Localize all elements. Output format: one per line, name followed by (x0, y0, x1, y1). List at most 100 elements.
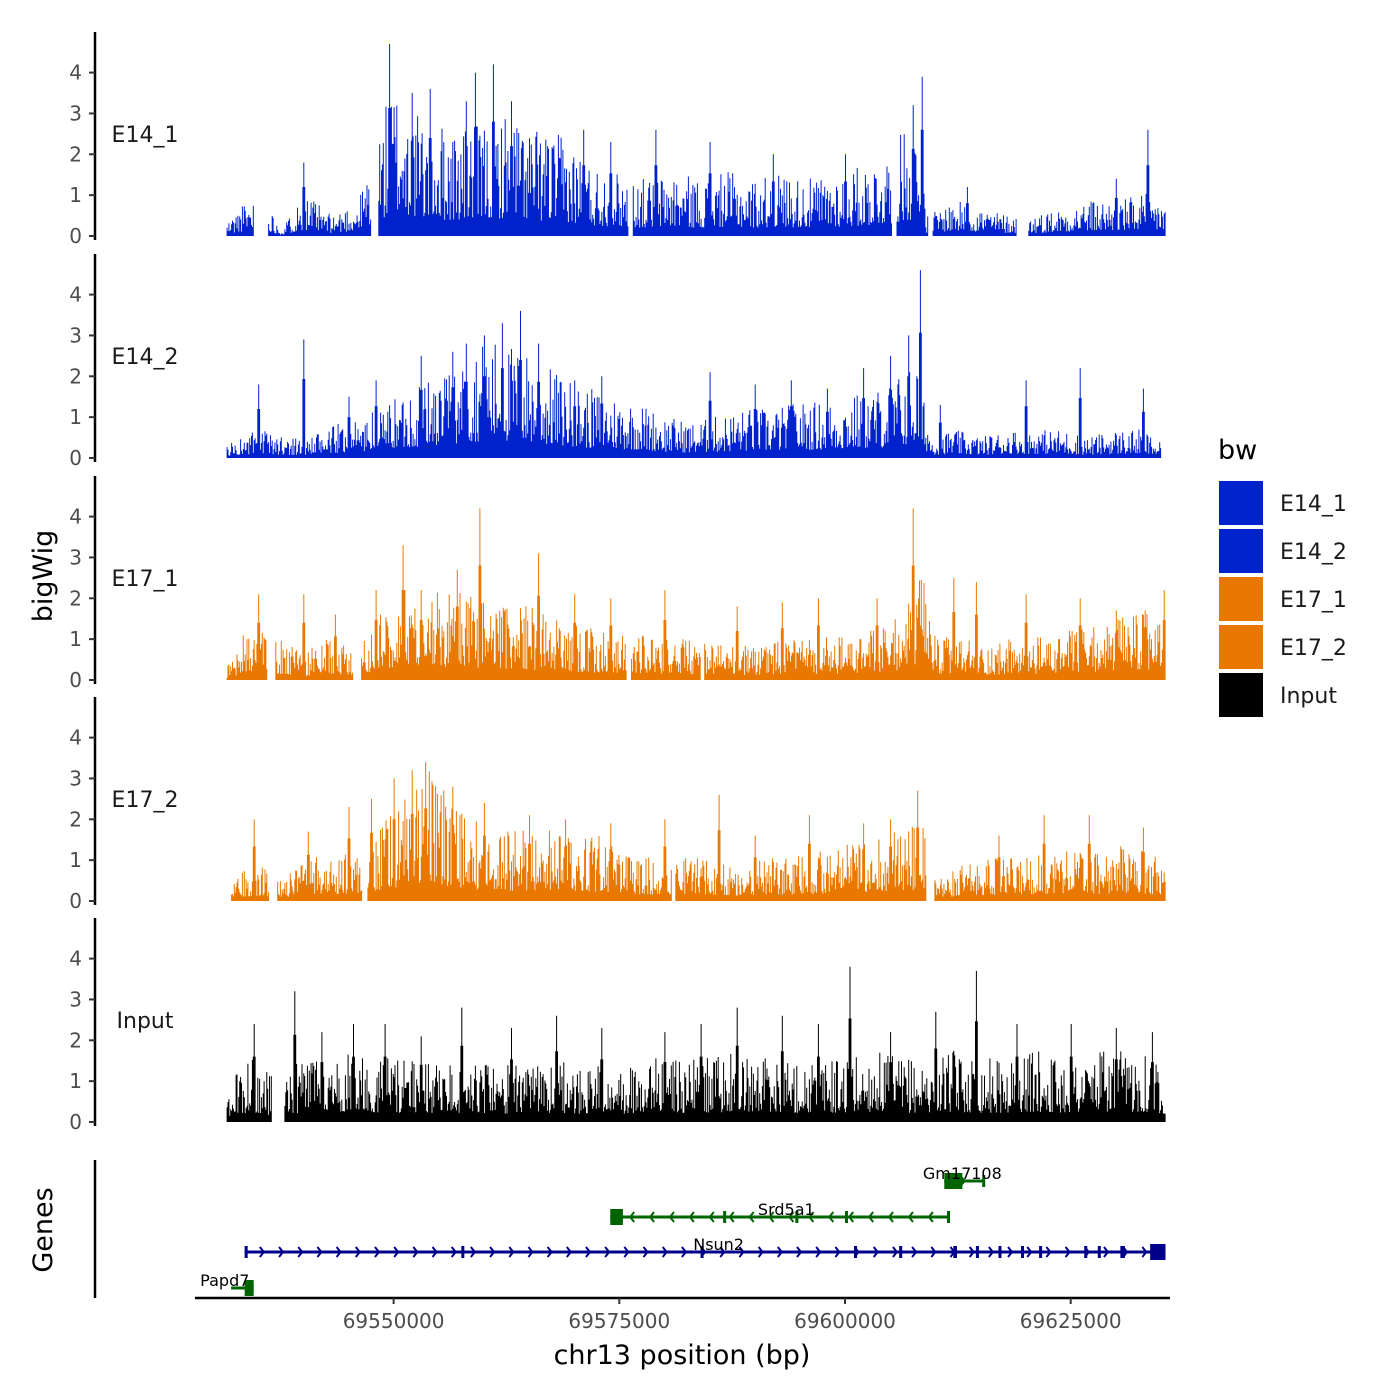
y-tick-label: 4 (69, 283, 82, 307)
strand-arrow (450, 1246, 457, 1258)
strand-arrow (668, 1211, 675, 1223)
strand-arrow (887, 1211, 894, 1223)
strand-arrow (489, 1246, 496, 1258)
strand-arrow (968, 1246, 975, 1258)
strand-arrow (604, 1246, 611, 1258)
signal-area-E17_2 (231, 762, 1166, 901)
strand-arrow (316, 1246, 323, 1258)
gene-exon (975, 1246, 979, 1258)
gene-exon (244, 1280, 254, 1296)
track-label-E14_1: E14_1 (112, 123, 179, 148)
gene-exon (998, 1246, 1002, 1258)
gene-exon (1084, 1246, 1088, 1258)
x-tick-label: 69600000 (794, 1309, 896, 1333)
strand-arrow (748, 1211, 755, 1223)
gene-exon (899, 1246, 903, 1258)
strand-arrow (834, 1246, 841, 1258)
y-tick-label: 1 (69, 848, 82, 872)
x-axis-title: chr13 position (bp) (554, 1340, 811, 1371)
y-tick-label: 2 (69, 142, 82, 166)
gene-exon (1120, 1246, 1125, 1258)
legend-swatch-E17_2 (1217, 623, 1265, 671)
signal-area-E14_2 (226, 270, 1162, 458)
strand-arrow (297, 1246, 304, 1258)
strand-arrow (768, 1211, 775, 1223)
y-tick-label: 1 (69, 627, 82, 651)
y-tick-label: 3 (69, 323, 82, 347)
y-tick-label: 3 (69, 987, 82, 1011)
x-axis: 69550000 69575000 69600000 69625000 (195, 1296, 1170, 1333)
legend-label-Input: Input (1280, 684, 1337, 709)
track-Input: 0 1 2 3 4 Input (69, 918, 1166, 1134)
y-tick-label: 1 (69, 1069, 82, 1093)
legend-title: bw (1218, 435, 1257, 466)
strand-arrow (828, 1211, 835, 1223)
x-tick-label: 69550000 (343, 1309, 445, 1333)
strand-arrow (847, 1211, 855, 1223)
x-tick-label: 69575000 (568, 1309, 670, 1333)
strand-arrow (738, 1246, 745, 1258)
gene-exon (953, 1246, 957, 1258)
strand-arrow (911, 1246, 918, 1258)
strand-arrow (708, 1211, 715, 1223)
strand-arrow (354, 1246, 362, 1258)
legend-swatch-E17_1 (1217, 575, 1265, 623)
legend-label-E17_2: E17_2 (1280, 636, 1347, 661)
strand-arrow (412, 1246, 419, 1258)
y-tick-label: 4 (69, 726, 82, 750)
track-label-E14_2: E14_2 (112, 345, 179, 370)
track-label-E17_2: E17_2 (112, 788, 179, 813)
gene-Papd7: Papd7 (200, 1271, 254, 1296)
strand-arrow (278, 1246, 285, 1258)
strand-arrow (470, 1246, 477, 1258)
y-tick-label: 4 (69, 947, 82, 971)
gene-label: Srd5a1 (758, 1200, 815, 1219)
track-label-Input: Input (117, 1009, 174, 1034)
gene-exon (1021, 1246, 1025, 1258)
y-tick-label: 0 (69, 224, 82, 248)
strand-arrow (335, 1246, 342, 1258)
y-tick-label: 2 (69, 1028, 82, 1052)
gene-label: Papd7 (200, 1271, 249, 1290)
y-tick-label: 3 (69, 545, 82, 569)
track-E14_2: 0 1 2 3 4 E14_2 (69, 254, 1162, 470)
strand-arrow (431, 1246, 438, 1258)
strand-arrow (1141, 1246, 1148, 1258)
gene-exon (854, 1246, 858, 1258)
strand-arrow (1007, 1246, 1014, 1258)
strand-arrow (907, 1211, 914, 1223)
strand-arrow (681, 1246, 688, 1258)
y-tick-label: 4 (69, 61, 82, 85)
x-tick-label: 69625000 (1020, 1309, 1122, 1333)
legend: bw E14_1 E14_2 E17_1 E17_2 Input (1217, 435, 1347, 719)
gene-exon (795, 1211, 799, 1223)
strand-arrow (585, 1246, 592, 1258)
gene-Srd5a1: Srd5a1 (610, 1200, 951, 1225)
y-tick-label: 0 (69, 1110, 82, 1134)
gene-exon (944, 1173, 963, 1189)
gene-exon (723, 1211, 727, 1223)
strand-arrow (1026, 1246, 1033, 1258)
strand-arrow (661, 1246, 668, 1258)
gene-exon (1097, 1246, 1101, 1258)
strand-arrow (546, 1246, 553, 1258)
strand-arrow (374, 1246, 381, 1258)
strand-arrow (527, 1246, 534, 1258)
strand-arrow (259, 1246, 266, 1258)
strand-arrow (808, 1211, 815, 1223)
strand-arrow (728, 1211, 735, 1223)
track-label-E17_1: E17_1 (112, 567, 179, 592)
legend-label-E17_1: E17_1 (1280, 588, 1347, 613)
legend-swatch-E14_1 (1217, 479, 1265, 527)
strand-arrow (872, 1246, 880, 1258)
track-panels: 0 1 2 3 4 E14_1 0 1 2 3 4 E14_2 0 1 2 3 4 E17_1 0 1 2 3 4 E17_2… (69, 32, 1166, 1134)
legend-swatch-E14_2 (1217, 527, 1265, 575)
signal-area-E14_1 (226, 44, 1166, 236)
strand-arrow (566, 1246, 573, 1258)
strand-arrow (757, 1246, 764, 1258)
legend-swatch-Input (1217, 671, 1265, 719)
gene-exon (982, 1175, 986, 1187)
strand-arrow (788, 1211, 795, 1223)
y-tick-label: 0 (69, 668, 82, 692)
strand-arrow (719, 1246, 726, 1258)
